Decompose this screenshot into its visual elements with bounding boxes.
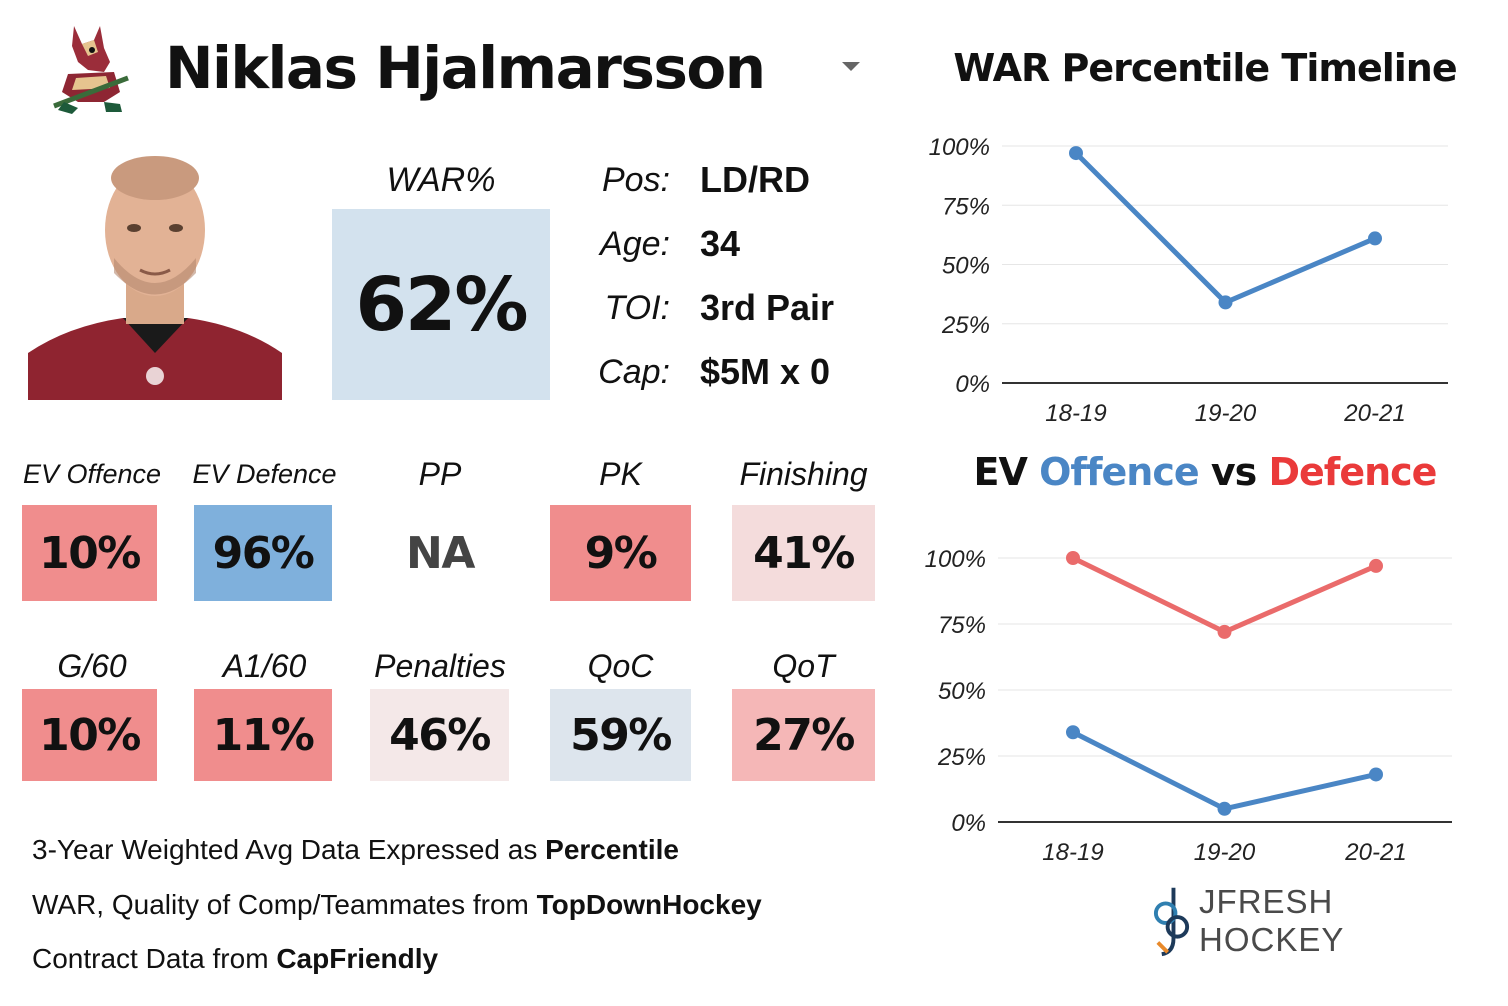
finishing-label: Finishing [739, 456, 868, 492]
y-tick-label: 0% [951, 810, 986, 837]
ev-offence-box: 10% [22, 505, 157, 601]
pos-label: Pos: [601, 161, 670, 199]
data-point [1369, 767, 1383, 782]
penalties-box: 46% [370, 689, 509, 781]
penalties-label: Penalties [374, 648, 506, 684]
x-tick-label: 19-20 [1194, 839, 1256, 866]
player-headshot [28, 148, 282, 400]
ev-offence-value: 10% [39, 527, 141, 579]
data-point [1066, 551, 1080, 565]
footnote-bold: TopDownHockey [536, 889, 762, 920]
ev-defence-label: EV Defence [192, 459, 337, 489]
y-tick-label: 25% [941, 312, 990, 339]
toi-label: TOI: [604, 289, 671, 327]
finishing-value: 41% [753, 527, 855, 579]
y-tick-label: 50% [938, 678, 986, 705]
age-label: Age: [600, 225, 670, 263]
y-tick-label: 75% [942, 193, 990, 220]
a160-box: 11% [194, 689, 332, 781]
war-timeline-title: WAR Percentile Timeline [953, 46, 1457, 90]
war-timeline-chart: 0% 25% 50% 75% 100% 18-19 19-20 20-21 [929, 134, 1448, 427]
ev-defence-box: 96% [194, 505, 332, 601]
series-line [1074, 151, 1376, 305]
footnote-text: 3-Year Weighted Avg Data Expressed as [32, 834, 546, 865]
data-point [1217, 801, 1232, 816]
brand-logo: JFRESH HOCKEY [1152, 880, 1482, 962]
player-name: Niklas Hjalmarsson [165, 34, 766, 102]
ev-offence-defence-chart: 0% 25% 50% 75% 100% 18-19 19-20 20-21 [925, 546, 1452, 866]
a160-label: A1/60 [222, 648, 307, 684]
y-tick-label: 0% [955, 371, 990, 398]
qot-label: QoT [772, 648, 835, 684]
pos-value: LD/RD [700, 159, 810, 200]
x-tick-label: 18-19 [1042, 839, 1103, 866]
jfresh-logo-icon [1153, 887, 1190, 957]
finishing-box: 41% [732, 505, 875, 601]
g60-box: 10% [22, 689, 157, 781]
war-box: 62% [332, 209, 550, 400]
footnote-source-contract: Contract Data from CapFriendly [32, 941, 438, 977]
cap-value: $5M x 0 [700, 351, 831, 392]
data-point [1218, 295, 1233, 310]
footnote-source-war: WAR, Quality of Comp/Teammates from TopD… [32, 887, 762, 923]
qot-value: 27% [753, 709, 855, 761]
penalties-value: 46% [389, 709, 491, 761]
y-tick-label: 50% [942, 253, 990, 280]
qoc-value: 59% [570, 709, 672, 761]
pp-label: PP [418, 456, 462, 492]
pk-label: PK [599, 456, 642, 492]
x-tick-label: 19-20 [1195, 400, 1257, 427]
footnote-bold: CapFriendly [276, 943, 439, 974]
data-point [1069, 146, 1083, 161]
y-tick-label: 75% [938, 612, 986, 639]
ev-chart-title-part: EV [973, 450, 1040, 494]
x-tick-label: 20-21 [1343, 400, 1405, 427]
footnote-text: Contract Data from [32, 943, 277, 974]
toi-value: 3rd Pair [700, 287, 835, 328]
war-value: 62% [355, 261, 528, 348]
footnote-text: WAR, Quality of Comp/Teammates from [32, 889, 537, 920]
pp-value: NA [406, 527, 475, 579]
footnote-bold: Percentile [545, 834, 679, 865]
ev-chart-title: EV Offence vs Defence [940, 448, 1470, 496]
ev-defence-value: 96% [212, 527, 315, 579]
x-tick-label: 20-21 [1344, 839, 1406, 866]
data-point [1217, 624, 1232, 639]
ev-offence-label: EV Offence [22, 459, 162, 489]
data-point [1369, 558, 1383, 573]
g60-label: G/60 [57, 648, 127, 684]
ev-chart-title-part: vs [1198, 450, 1269, 494]
x-tick-label: 18-19 [1045, 400, 1106, 427]
y-tick-label: 25% [937, 744, 986, 771]
ev-chart-title-defence: Defence [1268, 450, 1437, 494]
ev-chart-title-offence: Offence [1039, 450, 1199, 494]
qoc-box: 59% [550, 689, 691, 781]
footnote-percentile: 3-Year Weighted Avg Data Expressed as Pe… [32, 832, 679, 868]
pp-box: NA [370, 505, 510, 601]
qoc-label: QoC [587, 648, 654, 684]
series-line [1071, 555, 1377, 635]
a160-value: 11% [212, 709, 315, 761]
data-point [1066, 725, 1080, 740]
data-point [1368, 231, 1382, 246]
coyotes-logo-icon [48, 22, 134, 114]
pk-box: 9% [550, 505, 691, 601]
pk-value: 9% [584, 527, 658, 579]
war-label: WAR% [386, 161, 496, 199]
y-tick-label: 100% [929, 134, 990, 161]
age-value: 34 [700, 223, 741, 264]
g60-value: 10% [39, 709, 141, 761]
player-select-chevron-down-icon[interactable] [842, 62, 860, 71]
qot-box: 27% [732, 689, 875, 781]
brand-name: JFRESH HOCKEY [1199, 883, 1345, 958]
y-tick-label: 100% [925, 546, 986, 573]
cap-label: Cap: [598, 353, 670, 391]
series-line [1071, 730, 1377, 812]
